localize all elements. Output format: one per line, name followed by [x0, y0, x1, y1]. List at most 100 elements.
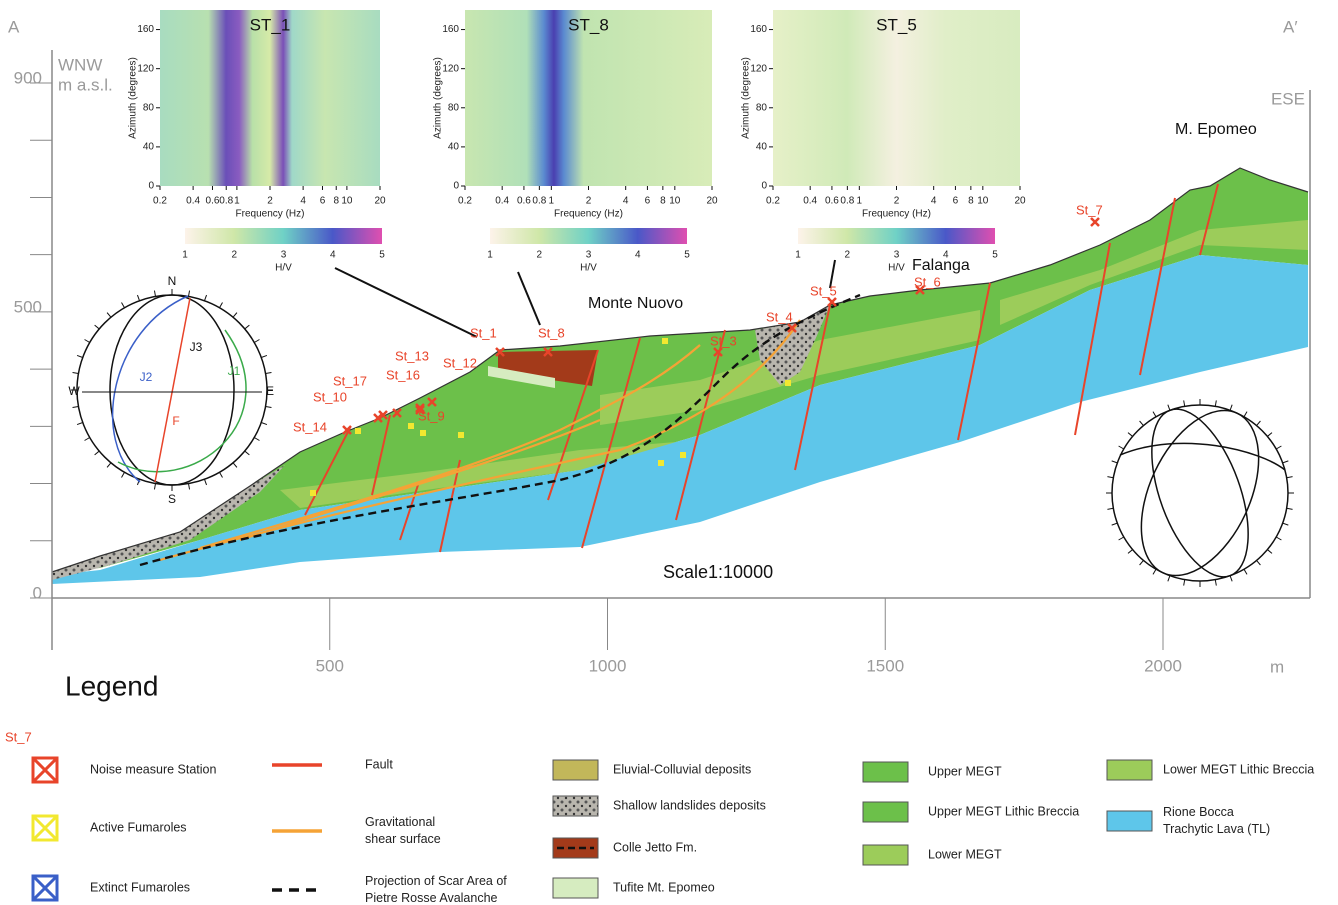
colorbar-tick-label: 1 [182, 250, 188, 261]
inset-x-tick-label: 6 [953, 196, 959, 207]
legend-label: Trachytic Lava (TL) [1163, 822, 1270, 836]
inset-x-tick-label: 20 [374, 196, 386, 207]
stereonet-tick [73, 406, 79, 407]
stereonet-tick [107, 313, 111, 318]
stereonet-tick [1283, 523, 1289, 525]
inset-y-tick-label: 40 [143, 142, 155, 153]
stereonet-tick [233, 463, 237, 468]
stereonet-tick [1267, 550, 1272, 554]
legend-label: Gravitational [365, 815, 435, 829]
colorbar-tick-label: 5 [379, 250, 385, 261]
fumarole [355, 428, 361, 434]
inset-y-tick-label: 120 [442, 63, 459, 74]
inset-y-tick-label: 160 [750, 24, 767, 35]
legend-label: Rione Bocca [1163, 805, 1234, 819]
inset-x-tick-label: 20 [706, 196, 718, 207]
inset-x-tick-label: 0.2 [766, 196, 780, 207]
colorbar-tick-label: 1 [487, 250, 493, 261]
station-label: St_16 [386, 367, 420, 382]
legend-swatch [1107, 811, 1152, 831]
inset-x-tick-label: 2 [894, 196, 900, 207]
colorbar-tick-label: 3 [586, 250, 592, 261]
inset-y-tick-label: 80 [448, 102, 460, 113]
inset-y-tick-label: 40 [448, 142, 460, 153]
stereonet-tick [1128, 433, 1133, 437]
stereonet-tick [1184, 400, 1185, 406]
legend-label: Projection of Scar Area of [365, 874, 507, 888]
stereonet-tick [1112, 523, 1118, 525]
station-marker [1091, 218, 1099, 226]
station-label: St_13 [395, 348, 429, 363]
station-label: St_12 [443, 355, 477, 370]
stereonet-tick [1168, 405, 1170, 411]
legend-swatch [863, 845, 908, 865]
inset-title: ST_5 [876, 15, 917, 34]
stereonet-label: W [68, 384, 80, 398]
leader-line [518, 272, 540, 325]
stereonet-tick [204, 295, 206, 301]
colorbar-title: H/V [580, 263, 597, 274]
inset-x-tick-label: 0.6 [517, 196, 531, 207]
inset-y-tick-label: 120 [137, 63, 154, 74]
legend-label: Shallow landslides deposits [613, 798, 766, 812]
inset-y-tick-label: 160 [137, 24, 154, 35]
station-label: St_10 [313, 389, 347, 404]
stereonet-tick [188, 484, 189, 490]
legend-sample-label: St_7 [5, 729, 32, 744]
stereonet [1106, 392, 1294, 594]
legend-symbol [33, 816, 57, 840]
inset-x-tick-label: 6 [645, 196, 651, 207]
stereonet-tick [1119, 537, 1124, 540]
section-end: A′ [1283, 17, 1298, 36]
stereonet-tick [261, 355, 267, 357]
stereonet-tick [1276, 537, 1281, 540]
inset-x-tick-label: 0.8 [532, 196, 546, 207]
inset-y-title: Azimuth (degrees) [741, 57, 752, 139]
place-label: M. Epomeo [1175, 121, 1257, 138]
legend-label: Colle Jetto Fm. [613, 840, 697, 854]
colorbar-tick-label: 5 [684, 250, 690, 261]
stereonet-tick [204, 479, 206, 485]
colorbar-tick-label: 3 [281, 250, 287, 261]
stereonet-tick [154, 484, 155, 490]
stereonet-tick [85, 438, 90, 441]
legend-symbol [33, 876, 57, 900]
stereonet-tick [1153, 569, 1156, 574]
inset-y-title: Azimuth (degrees) [433, 57, 444, 139]
inset-title: ST_1 [250, 15, 291, 34]
fumarole [458, 432, 464, 438]
stereonet-tick [1230, 576, 1232, 582]
legend-label: Eluvial-Colluvial deposits [613, 762, 751, 776]
station-label: St_9 [418, 408, 445, 423]
colorbar-tick-label: 1 [795, 250, 801, 261]
stereonet-tick [261, 422, 267, 424]
y-tick-label: 900 [14, 69, 42, 88]
colorbar [185, 228, 382, 244]
inset-x-tick-label: 1 [857, 196, 863, 207]
stereonet-tick [122, 472, 125, 477]
inset-x-tick-label: 6 [320, 196, 326, 207]
inset-y-tick-label: 0 [453, 181, 459, 192]
stereonet-tick [1140, 560, 1144, 565]
leader-line [335, 268, 477, 337]
station-label: St_6 [914, 274, 941, 289]
stereonet-circle [1112, 405, 1288, 581]
x-tick-label: 2000 [1144, 656, 1182, 675]
stereonet-tick [1276, 446, 1281, 449]
section-start: A [8, 17, 20, 36]
stereonet-tick [233, 313, 237, 318]
legend-label: Lower MEGT Lithic Breccia [1163, 762, 1314, 776]
legend-label: Fault [365, 757, 393, 771]
inset-x-tick-label: 8 [968, 196, 974, 207]
inset-x-tick-label: 0.6 [206, 196, 220, 207]
fumarole [658, 460, 664, 466]
y-tick-label: 0 [33, 583, 42, 602]
inset-x-tick-label: 0.2 [153, 196, 167, 207]
stereonet-tick [1230, 405, 1232, 411]
legend-label: Noise measure Station [90, 762, 217, 776]
colorbar-tick-label: 2 [844, 250, 850, 261]
stereonet-tick [1287, 508, 1293, 509]
stereonet-tick [85, 340, 90, 343]
colorbar-tick-label: 2 [231, 250, 237, 261]
